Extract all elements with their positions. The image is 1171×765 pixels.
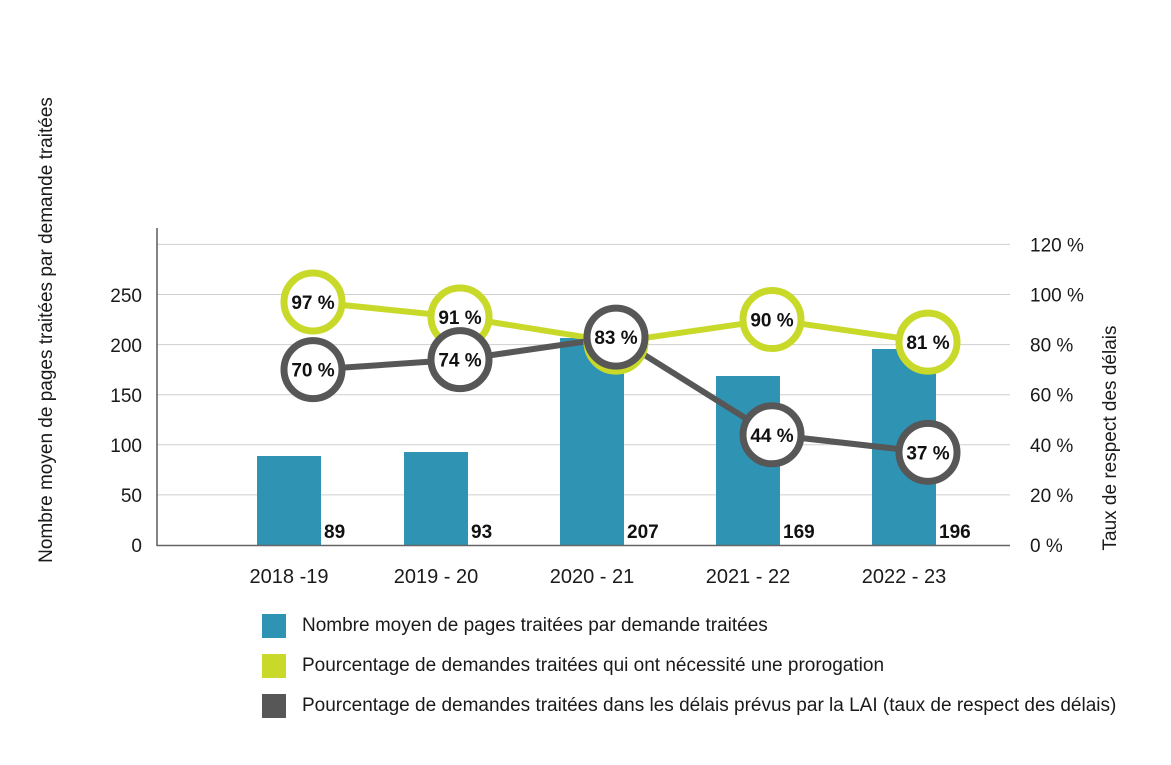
legend-item-compliance: Pourcentage de demandes traitées dans le… xyxy=(262,686,1116,726)
legend-item-extension: Pourcentage de demandes traitées qui ont… xyxy=(262,646,1116,686)
left-axis-ticks: 0 50 100 150 200 250 xyxy=(110,286,142,557)
category-label: 2021 - 22 xyxy=(706,566,791,588)
data-point-label: 70 % xyxy=(291,361,334,382)
right-tick-label: 20 % xyxy=(1030,486,1073,507)
data-point-label: 74 % xyxy=(438,351,481,372)
right-axis-ticks: 0 % 20 % 40 % 60 % 80 % 100 % 120 % xyxy=(1030,235,1084,557)
data-point-label: 97 % xyxy=(291,293,334,314)
left-tick-label: 200 xyxy=(110,336,142,357)
left-tick-label: 0 xyxy=(131,536,142,557)
data-point xyxy=(895,419,961,485)
legend: Nombre moyen de pages traitées par deman… xyxy=(262,606,1116,726)
category-label: 2022 - 23 xyxy=(862,566,947,588)
data-point xyxy=(739,402,805,468)
data-point xyxy=(583,304,649,370)
left-tick-label: 250 xyxy=(110,286,142,307)
category-label: 2019 - 20 xyxy=(394,566,479,588)
right-tick-label: 40 % xyxy=(1030,436,1073,457)
data-point-label: 81 % xyxy=(906,333,949,354)
data-point-label: 90 % xyxy=(750,311,793,332)
legend-label-bars: Nombre moyen de pages traitées par deman… xyxy=(302,615,768,636)
data-point xyxy=(895,309,961,375)
legend-swatch-bars xyxy=(262,614,286,638)
left-tick-label: 150 xyxy=(110,386,142,407)
category-label: 2018 -19 xyxy=(250,566,329,588)
left-axis-title: Nombre moyen de pages traitées par deman… xyxy=(36,97,57,563)
right-tick-label: 120 % xyxy=(1030,235,1084,256)
bar-value-label: 93 xyxy=(471,522,492,543)
lines-group: 97 %91 %81 %90 %81 %70 %74 %83 %44 %37 % xyxy=(280,269,961,485)
bar-value-label: 207 xyxy=(627,522,659,543)
data-point-label: 91 % xyxy=(438,308,481,329)
right-tick-label: 0 % xyxy=(1030,536,1063,557)
data-point xyxy=(280,337,346,403)
left-tick-label: 50 xyxy=(121,486,142,507)
category-label: 2020 - 21 xyxy=(550,566,635,588)
legend-swatch-compliance xyxy=(262,694,286,718)
data-point-label: 83 % xyxy=(594,328,637,349)
bar xyxy=(257,456,321,545)
legend-swatch-extension xyxy=(262,654,286,678)
bar-labels-group: 89 93 207 169 196 xyxy=(324,522,971,543)
legend-item-bars: Nombre moyen de pages traitées par deman… xyxy=(262,606,1116,646)
right-tick-label: 60 % xyxy=(1030,386,1073,407)
bar xyxy=(404,452,468,545)
bar-value-label: 196 xyxy=(939,522,971,543)
bar-value-label: 169 xyxy=(783,522,815,543)
right-tick-label: 100 % xyxy=(1030,286,1084,307)
legend-label-extension: Pourcentage de demandes traitées qui ont… xyxy=(302,655,885,676)
data-point xyxy=(739,287,805,353)
bar-value-label: 89 xyxy=(324,522,345,543)
legend-label-compliance: Pourcentage de demandes traitées dans le… xyxy=(302,695,1117,716)
right-axis-title: Taux de respect des délais xyxy=(1100,326,1121,551)
data-point xyxy=(280,269,346,335)
data-point xyxy=(427,327,493,393)
data-point-label: 44 % xyxy=(750,426,793,447)
left-tick-label: 100 xyxy=(110,436,142,457)
axes-group xyxy=(156,228,1010,547)
data-point-label: 37 % xyxy=(906,443,949,464)
category-labels: 2018 -19 2019 - 20 2020 - 21 2021 - 22 2022 … xyxy=(250,566,947,588)
right-tick-label: 80 % xyxy=(1030,336,1073,357)
